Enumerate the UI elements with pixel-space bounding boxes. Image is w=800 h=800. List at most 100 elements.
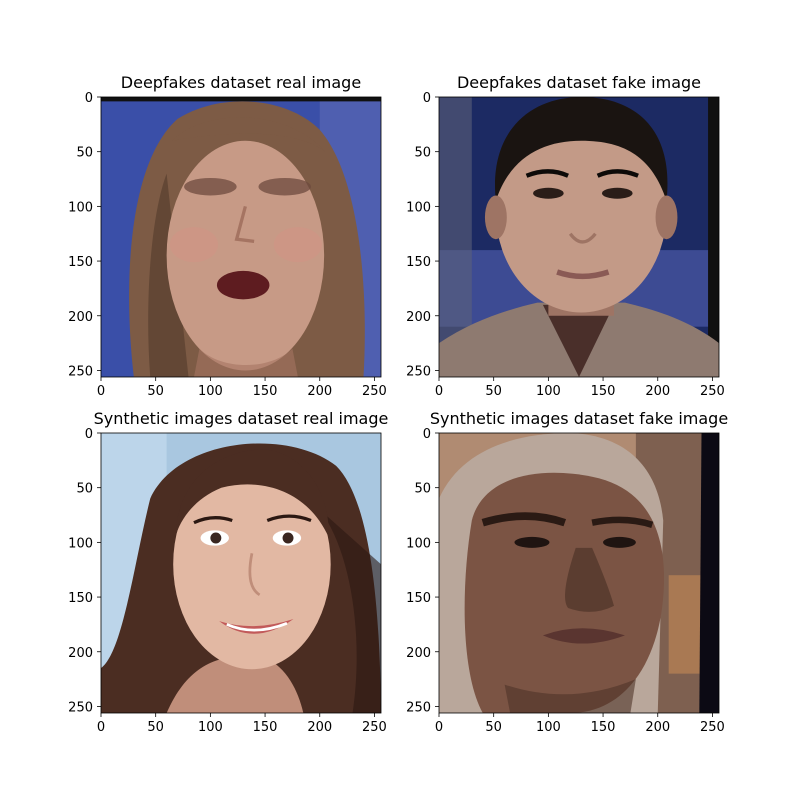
image-content xyxy=(439,433,719,713)
x-tick-label: 200 xyxy=(307,720,332,735)
x-tick-label: 0 xyxy=(97,720,105,735)
right-cheek xyxy=(273,227,322,263)
left-ear xyxy=(484,195,507,240)
left-eye xyxy=(210,532,222,544)
axes-frame xyxy=(438,96,720,378)
y-tick-label: 150 xyxy=(68,255,93,270)
chin-shadow xyxy=(504,679,636,713)
image-content xyxy=(439,97,719,377)
subplot-deepfakes-fake: Deepfakes dataset fake image 0 50 100 150 20… xyxy=(406,73,725,399)
x-tick-label: 200 xyxy=(645,384,670,399)
left-eye xyxy=(514,536,550,548)
x-tick-label: 0 xyxy=(97,384,105,399)
y-tick-label: 0 xyxy=(85,427,93,442)
y-tick-label: 50 xyxy=(414,482,431,497)
axes-frame xyxy=(100,96,382,378)
x-tick-label: 250 xyxy=(362,720,387,735)
y-tick-label: 50 xyxy=(414,146,431,161)
subplot-title: Deepfakes dataset fake image xyxy=(457,73,701,92)
y-tick-label: 200 xyxy=(406,310,431,325)
x-tick-label: 250 xyxy=(700,720,725,735)
y-tick-label: 200 xyxy=(406,646,431,661)
face-shape xyxy=(464,472,665,713)
mouth xyxy=(542,628,625,644)
y-tick-label: 150 xyxy=(406,591,431,606)
right-eye xyxy=(258,177,311,196)
right-eyebrow xyxy=(266,514,312,523)
x-tick-label: 150 xyxy=(591,384,616,399)
nose xyxy=(234,205,255,244)
image-top-border xyxy=(101,97,381,102)
nose xyxy=(565,547,614,612)
nose xyxy=(248,553,261,597)
y-tick-label: 100 xyxy=(68,536,93,551)
y-tick-label: 200 xyxy=(68,646,93,661)
x-tick-label: 100 xyxy=(198,384,223,399)
y-tick-label: 100 xyxy=(68,200,93,215)
image-background-light xyxy=(668,575,702,674)
y-tick-label: 150 xyxy=(406,255,431,270)
x-tick-label: 50 xyxy=(147,720,164,735)
y-tick-label: 250 xyxy=(406,364,431,379)
right-eye xyxy=(601,187,633,199)
left-eye xyxy=(533,187,564,199)
neck xyxy=(166,655,304,713)
right-eye xyxy=(603,536,636,548)
axes-frame xyxy=(438,432,720,714)
axes-frame xyxy=(100,432,382,714)
nose xyxy=(568,232,597,244)
subplot-synthetic-real: Synthetic images dataset real image 0 50 1… xyxy=(68,409,388,735)
image-content xyxy=(101,433,381,713)
x-tick-label: 150 xyxy=(591,720,616,735)
hair-shadow xyxy=(319,509,381,713)
x-tick-label: 100 xyxy=(536,384,561,399)
mouth xyxy=(216,270,270,300)
face-image xyxy=(439,433,719,713)
mouth xyxy=(556,269,610,280)
y-tick-label: 200 xyxy=(68,310,93,325)
hair-fringe xyxy=(172,117,326,152)
x-tick-label: 150 xyxy=(253,384,278,399)
x-tick-label: 50 xyxy=(147,384,164,399)
x-tick-label: 100 xyxy=(536,720,561,735)
face-image xyxy=(101,433,381,713)
y-tick-label: 250 xyxy=(68,364,93,379)
y-tick-label: 150 xyxy=(68,591,93,606)
x-tick-label: 250 xyxy=(700,384,725,399)
left-eyebrow xyxy=(193,516,233,525)
face-shape xyxy=(166,140,325,371)
right-eye xyxy=(282,532,294,544)
x-tick-label: 0 xyxy=(435,384,443,399)
neck xyxy=(193,348,298,377)
y-tick-label: 0 xyxy=(85,91,93,106)
y-tick-label: 250 xyxy=(68,700,93,715)
subplot-title: Synthetic images dataset real image xyxy=(94,409,389,428)
x-tick-label: 50 xyxy=(485,720,502,735)
x-tick-label: 150 xyxy=(253,720,278,735)
mouth xyxy=(219,618,294,634)
left-cheek xyxy=(169,227,219,263)
y-tick-label: 0 xyxy=(423,427,431,442)
image-right-border xyxy=(699,433,719,713)
image-content xyxy=(101,97,381,377)
shirt xyxy=(542,304,614,377)
x-tick-label: 100 xyxy=(198,720,223,735)
x-tick-label: 200 xyxy=(307,384,332,399)
y-tick-label: 50 xyxy=(76,146,93,161)
right-ear xyxy=(655,195,678,240)
y-tick-label: 250 xyxy=(406,700,431,715)
face-shape xyxy=(173,459,331,670)
teeth xyxy=(226,622,288,632)
y-tick-label: 100 xyxy=(406,200,431,215)
hair-fringe xyxy=(175,449,329,537)
y-tick-label: 50 xyxy=(76,482,93,497)
subplot-deepfakes-real: Deepfakes dataset real image 0 50 100 150 20… xyxy=(68,73,387,399)
x-tick-label: 250 xyxy=(362,384,387,399)
face-image xyxy=(439,97,719,377)
left-eye xyxy=(184,177,237,196)
subplot-title: Deepfakes dataset real image xyxy=(121,73,361,92)
hair-shape xyxy=(494,97,668,201)
subplot-synthetic-fake: Synthetic images dataset fake image 0 50 1… xyxy=(406,409,728,735)
subplot-title: Synthetic images dataset fake image xyxy=(430,409,728,428)
